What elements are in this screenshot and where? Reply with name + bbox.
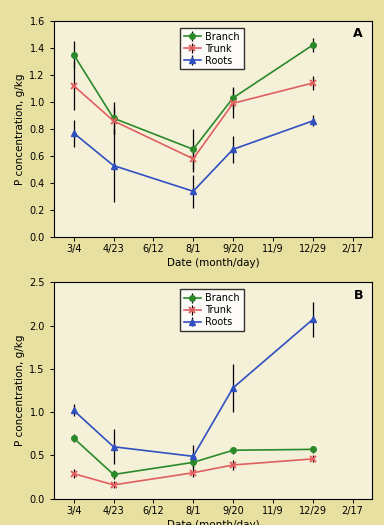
X-axis label: Date (month/day): Date (month/day)	[167, 258, 260, 268]
Legend: Branch, Trunk, Roots: Branch, Trunk, Roots	[180, 289, 243, 331]
Text: B: B	[353, 289, 363, 302]
Y-axis label: P concentration, g/kg: P concentration, g/kg	[15, 74, 25, 185]
Y-axis label: P concentration, g/kg: P concentration, g/kg	[15, 335, 25, 446]
Legend: Branch, Trunk, Roots: Branch, Trunk, Roots	[180, 28, 243, 69]
X-axis label: Date (month/day): Date (month/day)	[167, 520, 260, 525]
Text: A: A	[353, 27, 363, 40]
